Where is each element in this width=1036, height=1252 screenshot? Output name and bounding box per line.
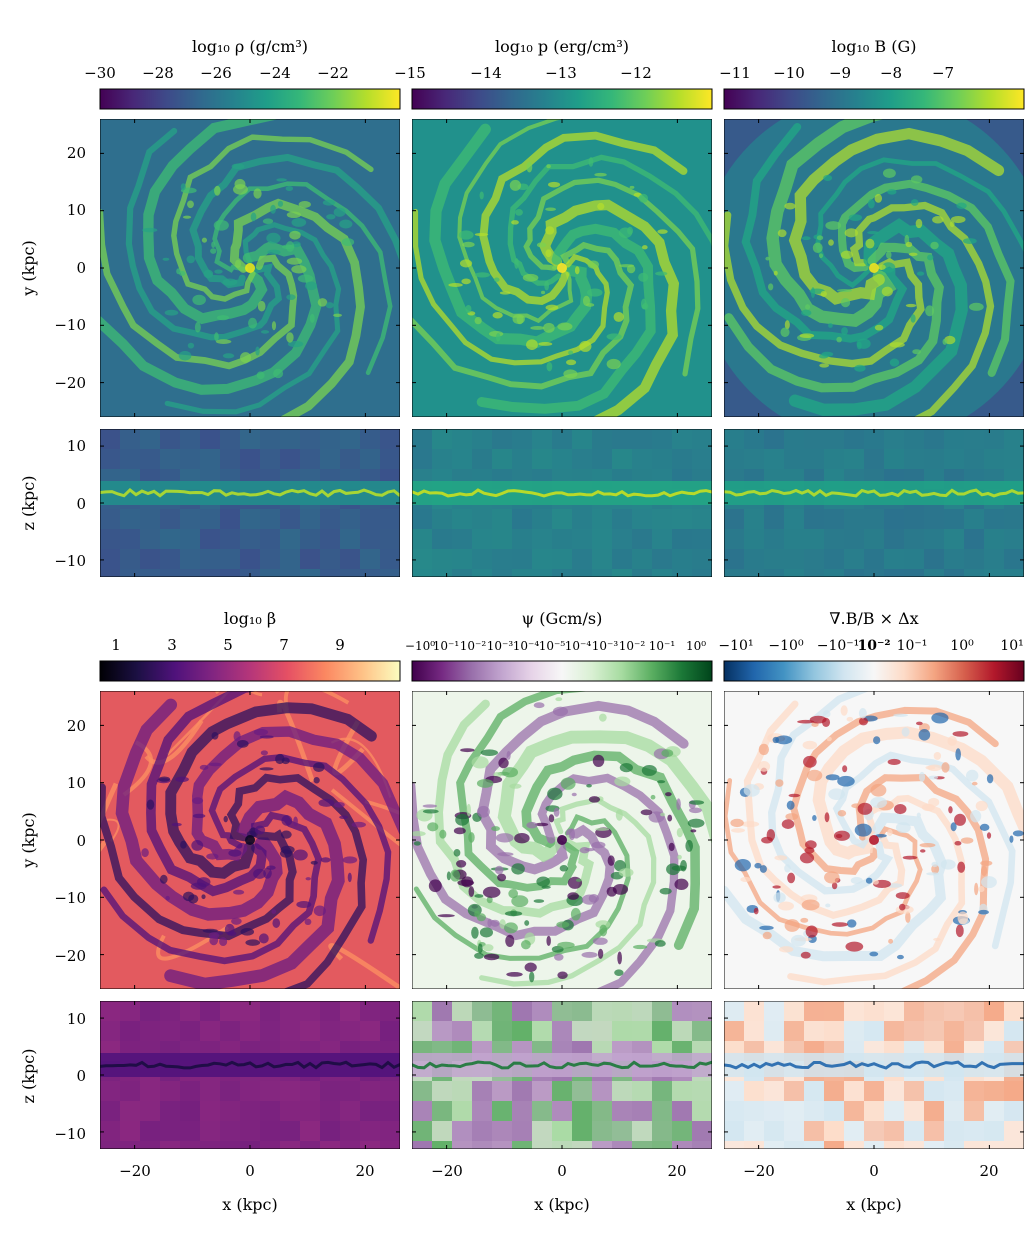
cb-tick: −15: [394, 64, 426, 82]
cb-tick: 7: [279, 636, 289, 654]
xtick: 20: [355, 1162, 374, 1180]
cb-tick: 10⁻⁴: [513, 639, 540, 653]
edge-on-map: [100, 429, 400, 577]
cb-tick: −28: [142, 64, 174, 82]
xtick: 20: [667, 1162, 686, 1180]
colorbar-label-density: log₁₀ ρ (g/cm³): [192, 37, 308, 56]
face-on-map: [724, 691, 1024, 989]
xtick: −20: [743, 1162, 775, 1180]
cb-tick: 3: [167, 636, 177, 654]
cb-tick: −10⁻¹: [817, 638, 860, 654]
ytick: 0: [76, 259, 86, 277]
face-on-map: [724, 119, 1024, 417]
ytick: 10: [67, 201, 86, 219]
ztick: 0: [76, 1067, 86, 1085]
cb-tick: −14: [470, 64, 502, 82]
ytick: −10: [54, 316, 86, 334]
cb-tick: 10⁻³: [487, 639, 514, 653]
cb-tick: 10⁻⁵: [539, 639, 566, 653]
cb-tick: −9: [829, 64, 851, 82]
cb-tick: 5: [223, 636, 233, 654]
cb-tick: 10⁻¹: [897, 638, 928, 654]
xtick: 20: [979, 1162, 998, 1180]
ztick: −10: [54, 1125, 86, 1143]
cb-tick: −12: [620, 64, 652, 82]
cb-tick: −24: [259, 64, 291, 82]
cb-tick: −30: [84, 64, 116, 82]
xtick: −20: [119, 1162, 151, 1180]
ytick: −10: [54, 889, 86, 907]
cb-tick: −11: [719, 64, 751, 82]
cb-tick: 10⁻⁴: [565, 639, 592, 653]
cb-tick: 10⁰: [950, 638, 974, 654]
cb-tick: −7: [932, 64, 954, 82]
ytick: 10: [67, 774, 86, 792]
colorbar-label-beta: log₁₀ β: [224, 609, 276, 628]
colorbar-label-divb: ∇.B/B × Δx: [829, 609, 918, 628]
ytick: −20: [54, 947, 86, 965]
ytick: −20: [54, 374, 86, 392]
ztick: 10: [67, 1010, 86, 1028]
edge-on-map: [100, 1001, 400, 1149]
xlabel-col1: x (kpc): [222, 1195, 278, 1214]
ylabel-z-top: z (kpc): [19, 476, 38, 531]
cb-tick: −10¹: [718, 638, 753, 654]
colorbar-divb: [723, 660, 1025, 682]
cb-tick: −22: [317, 64, 349, 82]
ytick: 20: [67, 717, 86, 735]
cb-tick: 10⁻³: [592, 639, 619, 653]
cb-tick: −8: [880, 64, 902, 82]
cb-tick: 10¹: [1000, 638, 1023, 654]
cb-tick: 9: [335, 636, 345, 654]
cb-tick: 1: [111, 636, 121, 654]
xtick: 0: [245, 1162, 255, 1180]
colorbar-pressure: [411, 88, 713, 110]
colorbar-bfield: [723, 88, 1025, 110]
edge-on-map: [724, 1001, 1024, 1149]
cb-tick: 10⁻²: [857, 638, 890, 654]
face-on-map: [412, 691, 712, 989]
colorbar-label-bfield: log₁₀ B (G): [831, 37, 916, 56]
xlabel-col3: x (kpc): [846, 1195, 902, 1214]
face-on-map: [100, 691, 400, 989]
ylabel-y-bottom: y (kpc): [19, 812, 38, 869]
ylabel-z-bottom: z (kpc): [19, 1049, 38, 1104]
cb-tick: 10⁻²: [460, 639, 487, 653]
xtick: 0: [557, 1162, 567, 1180]
edge-on-map: [412, 429, 712, 577]
ztick: 0: [76, 495, 86, 513]
face-on-map: [100, 119, 400, 417]
face-on-map: [412, 119, 712, 417]
xlabel-col2: x (kpc): [534, 1195, 590, 1214]
cb-tick: 10⁰: [686, 639, 706, 653]
ytick: 0: [76, 832, 86, 850]
colorbar-psi: [411, 660, 713, 682]
ylabel-y-top: y (kpc): [19, 240, 38, 297]
cb-tick: −13: [545, 64, 577, 82]
cb-tick: −10: [773, 64, 805, 82]
ztick: −10: [54, 552, 86, 570]
xtick: 0: [869, 1162, 879, 1180]
ztick: 10: [67, 437, 86, 455]
cb-tick: 10⁻¹: [649, 639, 675, 653]
ytick: 20: [67, 144, 86, 162]
edge-on-map: [724, 429, 1024, 577]
cb-tick: 10⁻²: [619, 639, 646, 653]
colorbar-label-pressure: log₁₀ p (erg/cm³): [495, 37, 629, 56]
cb-tick: −10⁰: [768, 638, 804, 654]
edge-on-map: [412, 1001, 712, 1149]
xtick: −20: [431, 1162, 463, 1180]
cb-tick: −10⁰: [405, 639, 435, 653]
colorbar-label-psi: ψ (Gcm/s): [522, 609, 603, 628]
colorbar-density: [99, 88, 401, 110]
colorbar-beta: [99, 660, 401, 682]
cb-tick: −26: [200, 64, 232, 82]
cb-tick: 10⁻¹: [433, 639, 459, 653]
